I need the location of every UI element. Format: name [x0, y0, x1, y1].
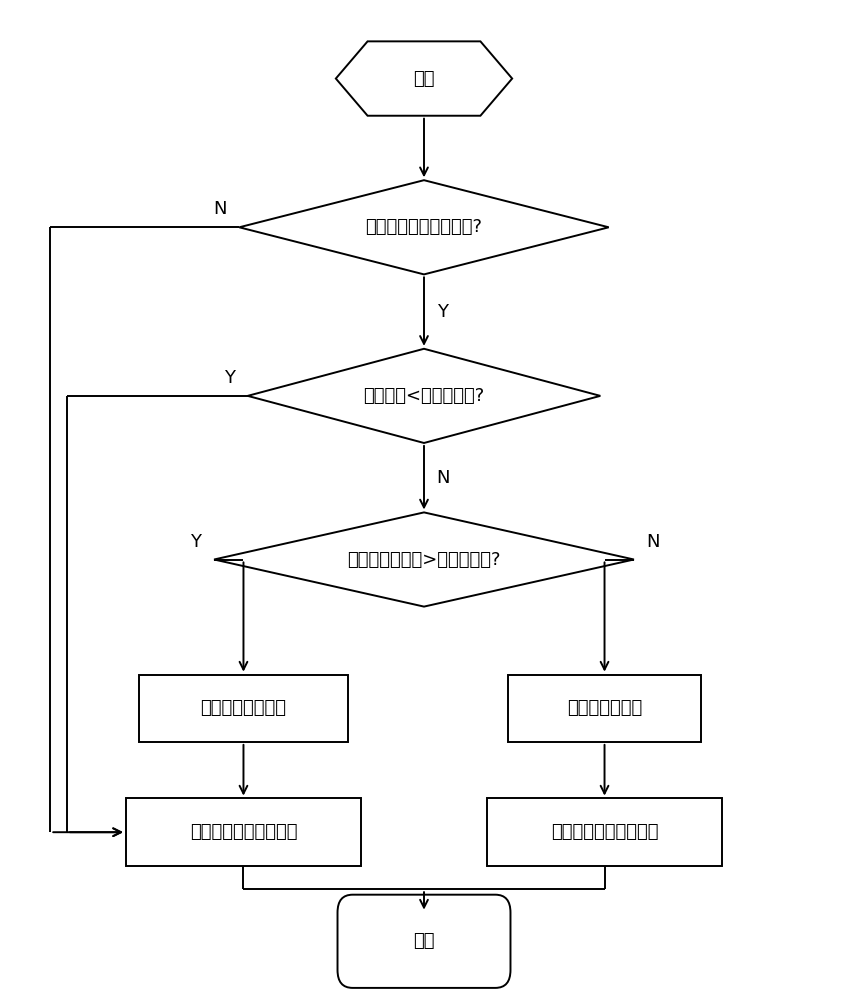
Text: N: N [437, 469, 450, 487]
Text: 大电流放电状态: 大电流放电状态 [567, 699, 642, 717]
Text: 非大电流放电状态: 非大电流放电状态 [200, 699, 287, 717]
Text: 放电电流<报警门限值?: 放电电流<报警门限值? [364, 387, 484, 405]
Bar [138, 675, 349, 742]
Text: 开始: 开始 [413, 70, 435, 88]
Text: N: N [646, 533, 660, 551]
Text: 温控第一区间工作模式: 温控第一区间工作模式 [190, 823, 297, 841]
Text: Y: Y [437, 303, 448, 321]
Text: 温控第二区间工作模式: 温控第二区间工作模式 [551, 823, 658, 841]
Text: Y: Y [224, 369, 235, 387]
Bar [126, 798, 361, 866]
Text: N: N [213, 200, 226, 218]
Text: 结束: 结束 [413, 932, 435, 950]
Text: 太阳电池阵电流>报警门限值?: 太阳电池阵电流>报警门限值? [347, 550, 501, 568]
Text: Y: Y [191, 533, 202, 551]
Bar [487, 798, 722, 866]
Bar [508, 675, 701, 742]
Text: 自主温控功能是否允许?: 自主温控功能是否允许? [365, 218, 483, 236]
